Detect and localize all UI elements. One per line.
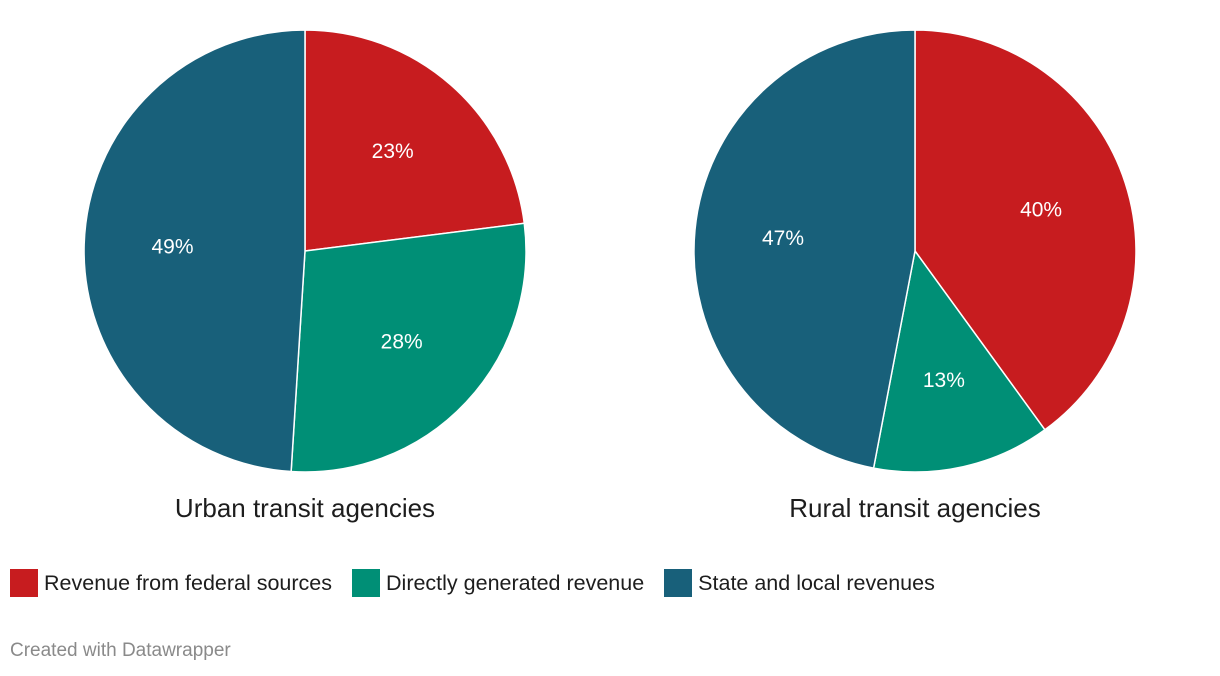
legend-label-state-local: State and local revenues bbox=[698, 570, 935, 595]
urban-slice-direct bbox=[290, 222, 527, 473]
rural-slice-label-direct: 13% bbox=[923, 369, 965, 392]
urban-pie-title: Urban transit agencies bbox=[175, 493, 435, 523]
urban-slice-federal bbox=[304, 29, 526, 252]
rural-slice-label-federal: 40% bbox=[1020, 199, 1062, 222]
urban-slice-label-direct: 28% bbox=[381, 330, 423, 353]
rural-slice-federal bbox=[914, 29, 1137, 431]
legend-item-federal: Revenue from federal sources bbox=[10, 569, 332, 597]
urban-slice-label-federal: 23% bbox=[372, 140, 414, 163]
rural-slice-label-state-local: 47% bbox=[762, 227, 804, 250]
legend-swatch-federal bbox=[10, 569, 38, 597]
legend-item-state-local: State and local revenues bbox=[664, 569, 935, 597]
legend-swatch-direct bbox=[352, 569, 381, 597]
urban-slice-state-local bbox=[83, 29, 306, 473]
rural-slice-direct bbox=[872, 249, 1046, 473]
rural-slice-state-local bbox=[693, 29, 916, 469]
legend: Revenue from federal sources Directly ge… bbox=[10, 567, 955, 599]
rural-pie: 40% 13% 47% bbox=[693, 29, 1137, 473]
urban-pie: 23% 28% 49% bbox=[83, 29, 527, 473]
legend-label-federal: Revenue from federal sources bbox=[44, 570, 333, 595]
legend-swatch-state-local bbox=[664, 569, 693, 597]
legend-item-direct: Directly generated revenue bbox=[352, 569, 644, 597]
legend-label-direct: Directly generated revenue bbox=[386, 570, 645, 595]
credit-text: Created with Datawrapper bbox=[10, 640, 231, 661]
urban-slice-label-state-local: 49% bbox=[151, 235, 193, 258]
rural-pie-title: Rural transit agencies bbox=[789, 493, 1040, 523]
